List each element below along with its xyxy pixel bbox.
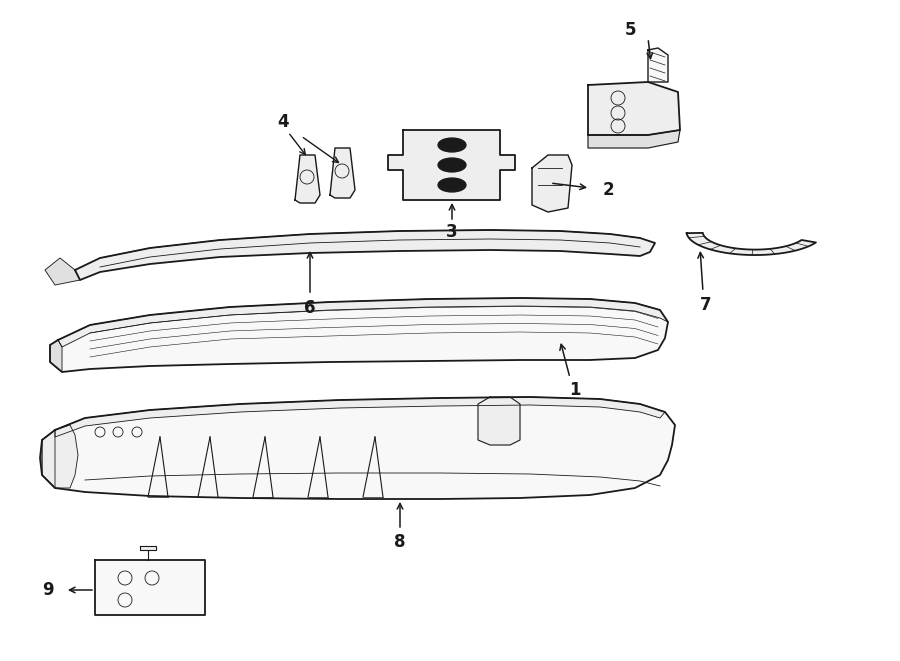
Polygon shape: [388, 130, 515, 200]
Text: 6: 6: [304, 299, 316, 317]
Ellipse shape: [438, 158, 466, 172]
Text: 7: 7: [700, 296, 712, 314]
Polygon shape: [648, 48, 668, 82]
Polygon shape: [588, 82, 680, 135]
Polygon shape: [140, 546, 156, 550]
Polygon shape: [42, 430, 55, 488]
Polygon shape: [50, 298, 668, 372]
Polygon shape: [42, 425, 78, 488]
Text: 2: 2: [602, 181, 614, 199]
Polygon shape: [75, 230, 655, 280]
Polygon shape: [588, 130, 680, 148]
Text: 5: 5: [625, 21, 635, 39]
Polygon shape: [687, 233, 816, 255]
Text: 1: 1: [569, 381, 580, 399]
Ellipse shape: [438, 178, 466, 192]
Text: 9: 9: [42, 581, 54, 599]
Polygon shape: [295, 155, 320, 203]
Text: 4: 4: [277, 113, 289, 131]
Text: 3: 3: [446, 223, 458, 241]
Polygon shape: [55, 397, 665, 437]
Polygon shape: [45, 258, 80, 285]
Polygon shape: [95, 560, 205, 615]
Polygon shape: [40, 397, 675, 499]
Polygon shape: [478, 397, 520, 445]
Polygon shape: [330, 148, 355, 198]
Polygon shape: [58, 298, 668, 347]
Text: 8: 8: [394, 533, 406, 551]
Ellipse shape: [438, 138, 466, 152]
Polygon shape: [532, 155, 572, 212]
Polygon shape: [50, 340, 62, 372]
